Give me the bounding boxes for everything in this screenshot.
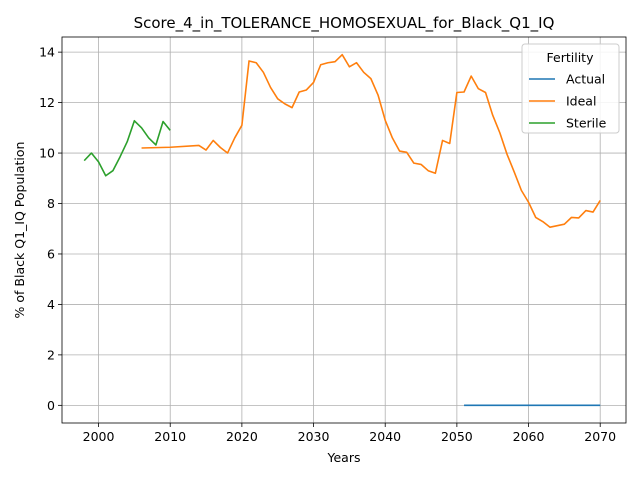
legend: Fertility Actual Ideal Sterile — [522, 44, 619, 133]
x-tick-label: 2030 — [298, 429, 330, 444]
y-tick-label: 0 — [47, 398, 55, 413]
x-tick-label: 2070 — [584, 429, 616, 444]
x-tick-label: 2000 — [83, 429, 115, 444]
y-tick-label: 6 — [47, 246, 55, 261]
y-axis-label: % of Black Q1_IQ Population — [12, 142, 27, 319]
x-tick-label: 2060 — [513, 429, 545, 444]
legend-label-actual: Actual — [566, 72, 605, 87]
x-tick-label: 2010 — [154, 429, 186, 444]
x-axis-label: Years — [327, 450, 361, 465]
x-tick-label: 2040 — [369, 429, 401, 444]
y-tick-label: 10 — [39, 146, 55, 161]
legend-title: Fertility — [547, 50, 595, 65]
y-tick-label: 14 — [39, 45, 55, 60]
x-tick-label: 2050 — [441, 429, 473, 444]
legend-label-ideal: Ideal — [566, 94, 596, 109]
y-tick-label: 2 — [47, 347, 55, 362]
x-tick-label: 2020 — [226, 429, 258, 444]
chart-title: Score_4_in_TOLERANCE_HOMOSEXUAL_for_Blac… — [134, 14, 555, 33]
y-tick-label: 8 — [47, 196, 55, 211]
y-tick-label: 12 — [39, 95, 55, 110]
y-tick-label: 4 — [47, 297, 55, 312]
legend-label-sterile: Sterile — [566, 116, 607, 131]
